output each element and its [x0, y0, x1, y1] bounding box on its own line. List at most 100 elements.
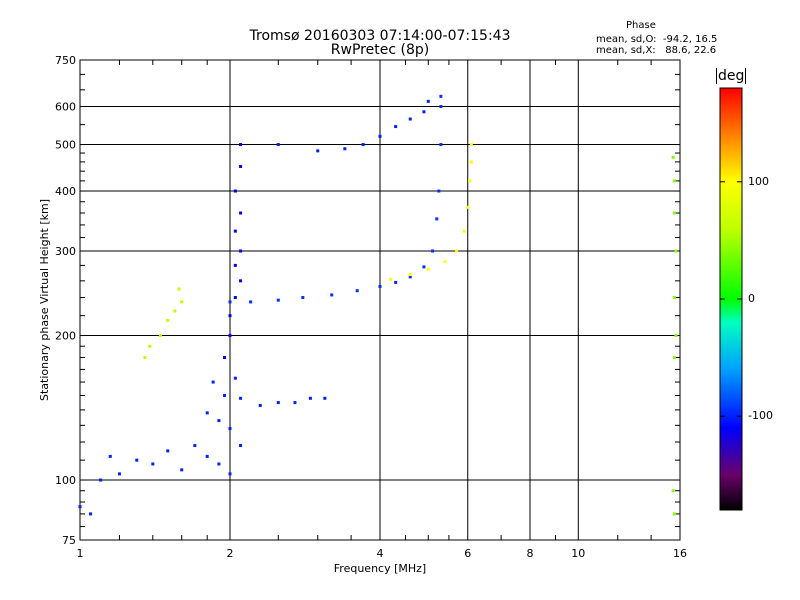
data-point: [293, 401, 297, 405]
data-point: [228, 314, 232, 318]
chart-title-line2: RwPretec (8p): [330, 42, 430, 58]
data-point: [258, 403, 262, 407]
data-point: [435, 217, 439, 221]
data-point: [78, 505, 82, 509]
data-point: [301, 296, 305, 300]
chart-title-line1: Tromsø 20160303 07:14:00-07:15:43: [249, 28, 511, 44]
data-point: [276, 401, 280, 405]
data-point: [316, 149, 320, 153]
data-point: [422, 265, 426, 269]
data-point: [355, 289, 359, 293]
data-point: [443, 260, 447, 264]
y-axis-label: Stationary phase Virtual Height [km]: [38, 199, 51, 401]
data-point: [437, 189, 441, 193]
colorbar-tick-label: 100: [748, 174, 769, 188]
data-point: [673, 355, 677, 359]
data-point: [439, 94, 443, 98]
y-tick-label: 400: [55, 185, 76, 198]
data-point: [205, 454, 209, 458]
data-point: [233, 263, 237, 267]
data-point: [239, 249, 243, 253]
data-point: [233, 296, 237, 300]
data-point: [228, 334, 232, 338]
data-point: [99, 478, 103, 482]
data-point: [166, 318, 170, 322]
data-point: [223, 355, 227, 359]
data-point: [193, 444, 197, 448]
data-point: [228, 300, 232, 304]
data-point: [276, 143, 280, 147]
data-point: [673, 179, 677, 183]
data-point: [135, 458, 139, 462]
data-point: [117, 472, 121, 476]
y-tick-label: 500: [55, 139, 76, 152]
data-point: [408, 117, 412, 121]
data-point: [426, 267, 430, 271]
data-point: [239, 143, 243, 147]
data-point: [151, 462, 155, 466]
data-point: [233, 376, 237, 380]
data-point: [108, 454, 112, 458]
data-point: [439, 143, 443, 147]
data-point: [143, 355, 147, 359]
data-point: [343, 147, 347, 151]
data-point: [166, 449, 170, 453]
data-point: [671, 489, 675, 493]
x-tick-label: 4: [377, 547, 384, 560]
data-point: [394, 125, 398, 129]
data-point: [173, 309, 177, 313]
data-point: [361, 143, 365, 147]
data-point: [249, 300, 253, 304]
data-point: [223, 394, 227, 398]
data-point: [422, 110, 426, 114]
data-point: [462, 229, 466, 233]
data-point: [671, 155, 675, 159]
data-point: [217, 462, 221, 466]
x-tick-label: 6: [464, 547, 471, 560]
data-point: [455, 249, 459, 253]
data-point: [426, 99, 430, 103]
x-tick-label: 16: [673, 547, 687, 560]
data-point: [205, 411, 209, 415]
data-point: [89, 512, 93, 516]
data-point: [408, 275, 412, 279]
colorbar-tick-label: 0: [748, 292, 755, 305]
x-tick-label: 10: [571, 547, 585, 560]
x-tick-label: 1: [77, 547, 84, 560]
colorbar-tick-label: -100: [748, 409, 773, 423]
data-point: [468, 179, 472, 183]
y-tick-label: 75: [62, 534, 76, 547]
data-point: [389, 277, 393, 281]
data-point: [158, 334, 162, 338]
y-tick-label: 750: [55, 54, 76, 67]
data-point: [177, 287, 181, 291]
x-axis-label: Frequency [MHz]: [334, 562, 426, 575]
data-point: [673, 211, 677, 215]
data-point: [233, 189, 237, 193]
data-point: [228, 472, 232, 476]
data-point: [674, 249, 678, 253]
data-point: [466, 205, 470, 209]
x-tick-label: 2: [227, 547, 234, 560]
data-point: [239, 279, 243, 283]
data-point: [674, 334, 678, 338]
data-point: [408, 273, 412, 277]
data-point: [228, 427, 232, 431]
data-point: [469, 143, 473, 147]
data-point: [211, 380, 215, 384]
colorbar-unit-label: deg: [716, 68, 747, 84]
data-point: [330, 293, 334, 297]
data-point: [431, 249, 435, 253]
data-point: [239, 211, 243, 215]
x-tick-label: 8: [527, 547, 534, 560]
data-point: [378, 285, 382, 289]
data-point: [469, 160, 473, 164]
data-point: [239, 164, 243, 168]
data-point: [673, 296, 677, 300]
y-tick-label: 300: [55, 245, 76, 258]
phase-stats-heading: Phase: [626, 20, 656, 31]
data-point: [378, 134, 382, 138]
data-point: [239, 396, 243, 400]
phase-stat-x: mean, sd,X: 88.6, 22.6: [596, 45, 717, 56]
